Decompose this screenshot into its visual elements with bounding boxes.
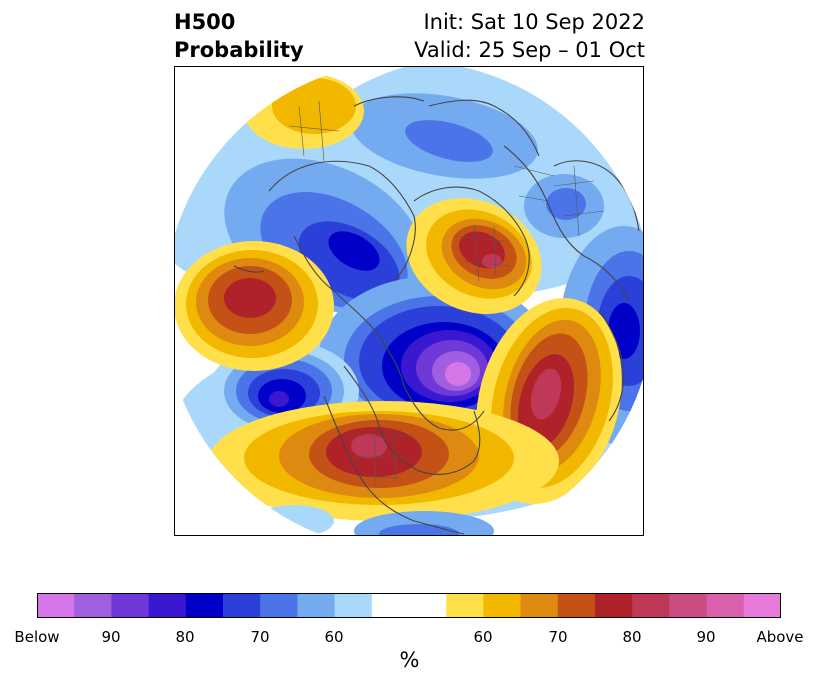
colorbar-tick-label: 90 bbox=[696, 628, 716, 646]
colorbar-swatch bbox=[148, 593, 187, 618]
colorbar-swatch bbox=[334, 593, 373, 618]
colorbar-tick-label: Below bbox=[14, 628, 60, 646]
init-date: Init: Sat 10 Sep 2022 bbox=[423, 10, 645, 34]
colorbar-swatch bbox=[706, 593, 745, 618]
anomaly-low-siberia bbox=[350, 93, 604, 238]
anomaly-high-north-america bbox=[209, 401, 559, 521]
colorbar-frame bbox=[37, 593, 781, 618]
colorbar-swatch bbox=[185, 593, 224, 618]
borders bbox=[288, 100, 605, 487]
title-variable: H500 bbox=[174, 10, 236, 34]
colorbar-tick-label: 80 bbox=[622, 628, 642, 646]
colorbar-tick-label: 80 bbox=[175, 628, 195, 646]
title-field: Probability bbox=[174, 38, 304, 62]
date-info: Init: Sat 10 Sep 2022 Valid: 25 Sep – 01… bbox=[414, 8, 645, 64]
colorbar-tick-label: 60 bbox=[473, 628, 493, 646]
map-frame bbox=[174, 66, 644, 536]
colorbar-swatch bbox=[260, 593, 298, 618]
colorbar-tick-label: 70 bbox=[250, 628, 270, 646]
colorbar-swatch bbox=[520, 593, 559, 618]
colorbar-swatches bbox=[37, 593, 781, 618]
colorbar-swatch bbox=[111, 593, 150, 618]
coastlines bbox=[233, 96, 640, 535]
colorbar-tick-label: 90 bbox=[101, 628, 121, 646]
colorbar-swatch bbox=[669, 593, 708, 618]
colorbar-swatch bbox=[557, 593, 596, 618]
colorbar-tick-label: 60 bbox=[324, 628, 344, 646]
probability-map bbox=[174, 66, 644, 536]
valid-period: Valid: 25 Sep – 01 Oct bbox=[414, 38, 645, 62]
colorbar-swatch bbox=[446, 593, 484, 618]
colorbar-swatch bbox=[37, 593, 75, 618]
map-title: H500 Probability bbox=[174, 8, 304, 64]
colorbar-swatch bbox=[74, 593, 112, 618]
colorbar-swatch bbox=[595, 593, 633, 618]
anomaly-high-west bbox=[174, 241, 334, 371]
colorbar bbox=[37, 593, 781, 618]
colorbar-swatch bbox=[632, 593, 670, 618]
colorbar-unit-label: % bbox=[399, 648, 420, 672]
colorbar-swatch bbox=[483, 593, 522, 618]
colorbar-swatch bbox=[223, 593, 261, 618]
colorbar-swatch bbox=[743, 593, 781, 618]
anomaly-high-europe bbox=[406, 198, 542, 314]
colorbar-tick-label: Above bbox=[756, 628, 804, 646]
colorbar-swatch bbox=[297, 593, 336, 618]
colorbar-tick-label: 70 bbox=[548, 628, 568, 646]
colorbar-swatch bbox=[371, 593, 447, 618]
